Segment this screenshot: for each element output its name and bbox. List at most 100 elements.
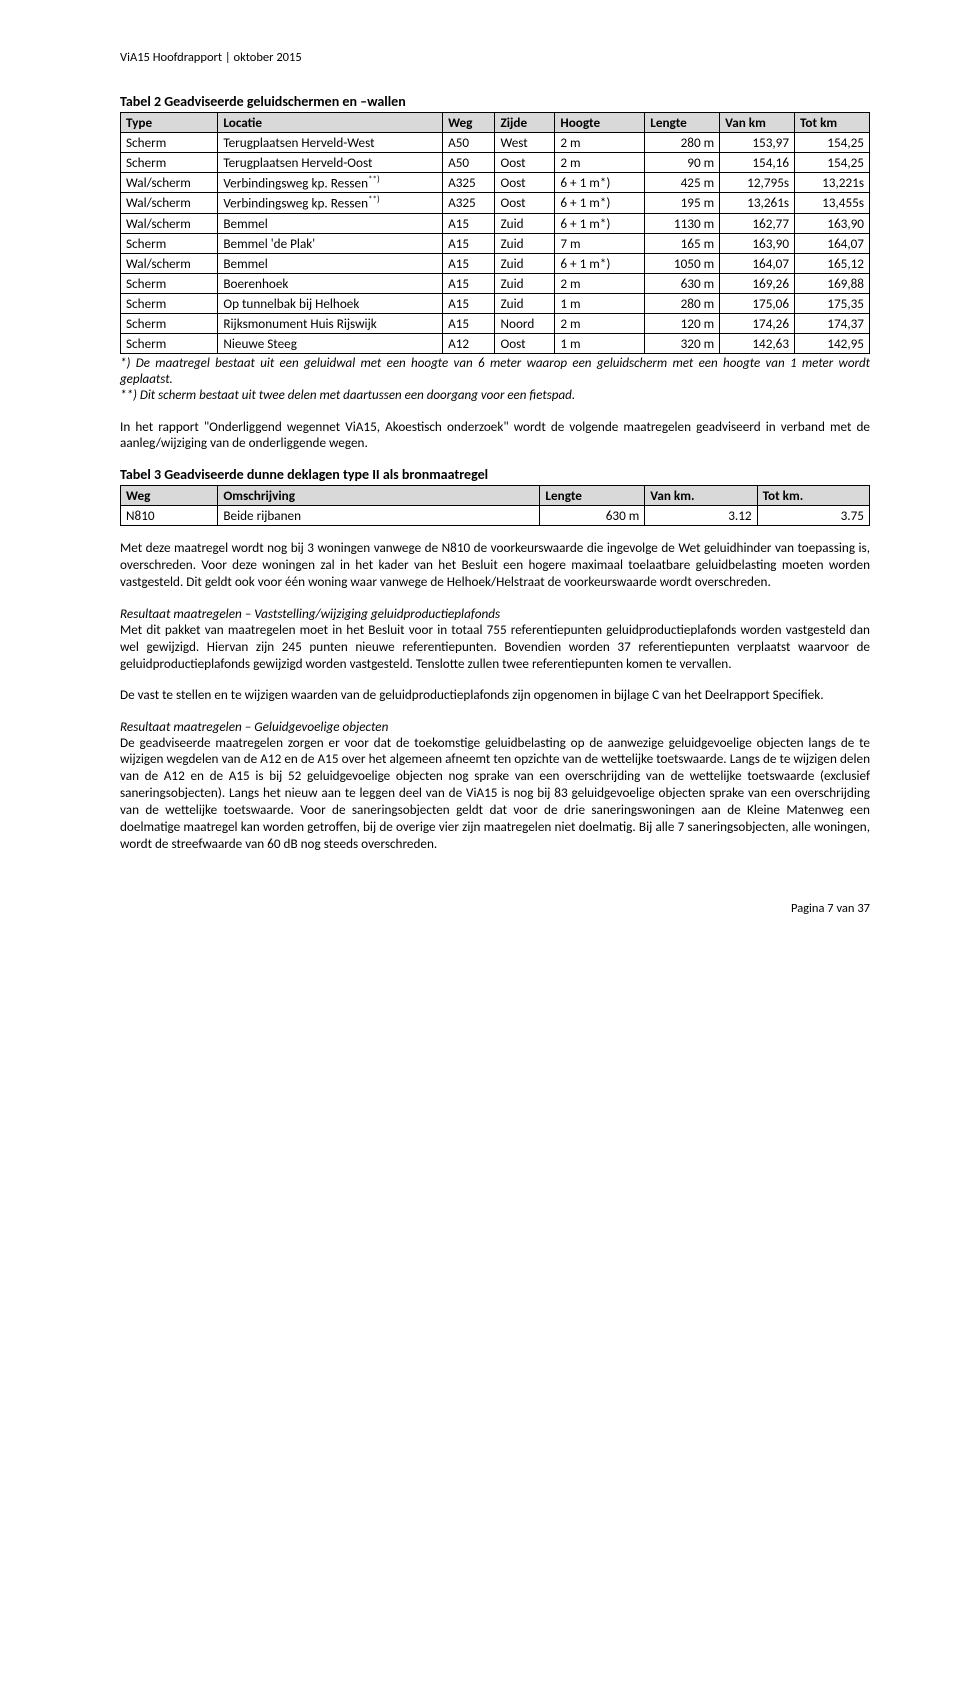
footnote-2: **) Dit scherm bestaat uit twee delen me… [120,388,575,403]
table-cell: Wal/scherm [121,213,218,233]
table-cell: Scherm [121,313,218,333]
table-cell: Verbindingsweg kp. Ressen**) [218,173,443,193]
table-cell: A50 [443,153,495,173]
table-row: SchermNieuwe SteegA12Oost1 m320 m142,631… [121,333,870,353]
table-cell: Nieuwe Steeg [218,333,443,353]
table-cell: 1050 m [645,253,720,273]
table-cell: 120 m [645,313,720,333]
table-cell: 1130 m [645,213,720,233]
table-cell: A15 [443,213,495,233]
table-cell: 13,221s [795,173,870,193]
table-row: Wal/schermBemmelA15Zuid6 + 1 m*)1050 m16… [121,253,870,273]
para-intro-table3: In het rapport "Onderliggend wegennet Vi… [120,419,870,453]
table-cell: Oost [495,333,555,353]
table2-col-header: Zijde [495,113,555,133]
table-cell: Zuid [495,273,555,293]
table2-col-header: Tot km [795,113,870,133]
table-cell: Wal/scherm [121,193,218,213]
table-cell: 2 m [555,133,645,153]
table2-title: Tabel 2 Geadviseerde geluidschermen en –… [120,93,870,110]
table3-col-header: Tot km. [757,486,869,506]
table2-col-header: Locatie [218,113,443,133]
table-cell: 154,16 [720,153,795,173]
table-cell: Scherm [121,333,218,353]
para-objecten: De geadviseerde maatregelen zorgen er vo… [120,735,870,853]
table-cell: 280 m [645,133,720,153]
table-cell: 6 + 1 m*) [555,173,645,193]
table-cell: 12,795s [720,173,795,193]
table-cell: A15 [443,273,495,293]
table-cell: Scherm [121,293,218,313]
table-row: Wal/schermVerbindingsweg kp. Ressen**)A3… [121,193,870,213]
table-cell: 169,88 [795,273,870,293]
table-cell: 320 m [645,333,720,353]
para-plafonds: Met dit pakket van maatregelen moet in h… [120,622,870,673]
table-cell: 164,07 [795,233,870,253]
table2-col-header: Type [121,113,218,133]
table-cell: 3.12 [645,506,757,526]
table-cell: 154,25 [795,133,870,153]
table-cell: Scherm [121,153,218,173]
footnote-1: *) De maatregel bestaat uit een geluidwa… [120,356,870,387]
table-row: N810Beide rijbanen630 m3.123.75 [121,506,870,526]
table-cell: 2 m [555,313,645,333]
table3-col-header: Omschrijving [218,486,540,506]
para-after-table3: Met deze maatregel wordt nog bij 3 wonin… [120,540,870,591]
table3-col-header: Weg [121,486,218,506]
table-cell: 7 m [555,233,645,253]
table-cell: 2 m [555,153,645,173]
table-cell: 142,95 [795,333,870,353]
table-row: Wal/schermBemmelA15Zuid6 + 1 m*)1130 m16… [121,213,870,233]
table-cell: Terugplaatsen Herveld-Oost [218,153,443,173]
page-header: ViA15 Hoofdrapport | oktober 2015 [120,50,870,65]
table-cell: 163,90 [795,213,870,233]
table-cell: Bemmel [218,213,443,233]
table2: TypeLocatieWegZijdeHoogteLengteVan kmTot… [120,112,870,354]
table-cell: 1 m [555,333,645,353]
table-cell: A15 [443,253,495,273]
para-bijlage-c: De vast te stellen en te wijzigen waarde… [120,687,870,704]
table-cell: 169,26 [720,273,795,293]
table2-col-header: Weg [443,113,495,133]
table-cell: 2 m [555,273,645,293]
table-cell: Oost [495,173,555,193]
table-cell: 153,97 [720,133,795,153]
table-cell: 13,261s [720,193,795,213]
table-cell: A325 [443,193,495,213]
table-cell: Zuid [495,213,555,233]
table-row: SchermRijksmonument Huis RijswijkA15Noor… [121,313,870,333]
table3-col-header: Van km. [645,486,757,506]
table-row: SchermTerugplaatsen Herveld-OostA50Oost2… [121,153,870,173]
table-cell: Bemmel 'de Plak' [218,233,443,253]
table-cell: 1 m [555,293,645,313]
table-cell: 6 + 1 m*) [555,253,645,273]
table-cell: 6 + 1 m*) [555,213,645,233]
table-cell: 162,77 [720,213,795,233]
table-cell: Scherm [121,233,218,253]
table-cell: Bemmel [218,253,443,273]
table-row: SchermOp tunnelbak bij HelhoekA15Zuid1 m… [121,293,870,313]
table-row: SchermBemmel 'de Plak'A15Zuid7 m165 m163… [121,233,870,253]
table-cell: 165 m [645,233,720,253]
table3-title: Tabel 3 Geadviseerde dunne deklagen type… [120,466,870,483]
table-cell: 142,63 [720,333,795,353]
table-cell: A50 [443,133,495,153]
table3-col-header: Lengte [540,486,645,506]
table-cell: Boerenhoek [218,273,443,293]
table-cell: Wal/scherm [121,173,218,193]
table-cell: Scherm [121,273,218,293]
table-cell: 174,37 [795,313,870,333]
table-cell: Beide rijbanen [218,506,540,526]
table-cell: 164,07 [720,253,795,273]
table-cell: Zuid [495,253,555,273]
table2-col-header: Lengte [645,113,720,133]
table3: WegOmschrijvingLengteVan km.Tot km.N810B… [120,485,870,526]
page-container: ViA15 Hoofdrapport | oktober 2015 Tabel … [0,0,960,956]
table-row: SchermBoerenhoekA15Zuid2 m630 m169,26169… [121,273,870,293]
table-cell: Terugplaatsen Herveld-West [218,133,443,153]
table-row: Wal/schermVerbindingsweg kp. Ressen**)A3… [121,173,870,193]
table2-col-header: Hoogte [555,113,645,133]
table-row: SchermTerugplaatsen Herveld-WestA50West2… [121,133,870,153]
table-cell: A325 [443,173,495,193]
table-cell: 90 m [645,153,720,173]
